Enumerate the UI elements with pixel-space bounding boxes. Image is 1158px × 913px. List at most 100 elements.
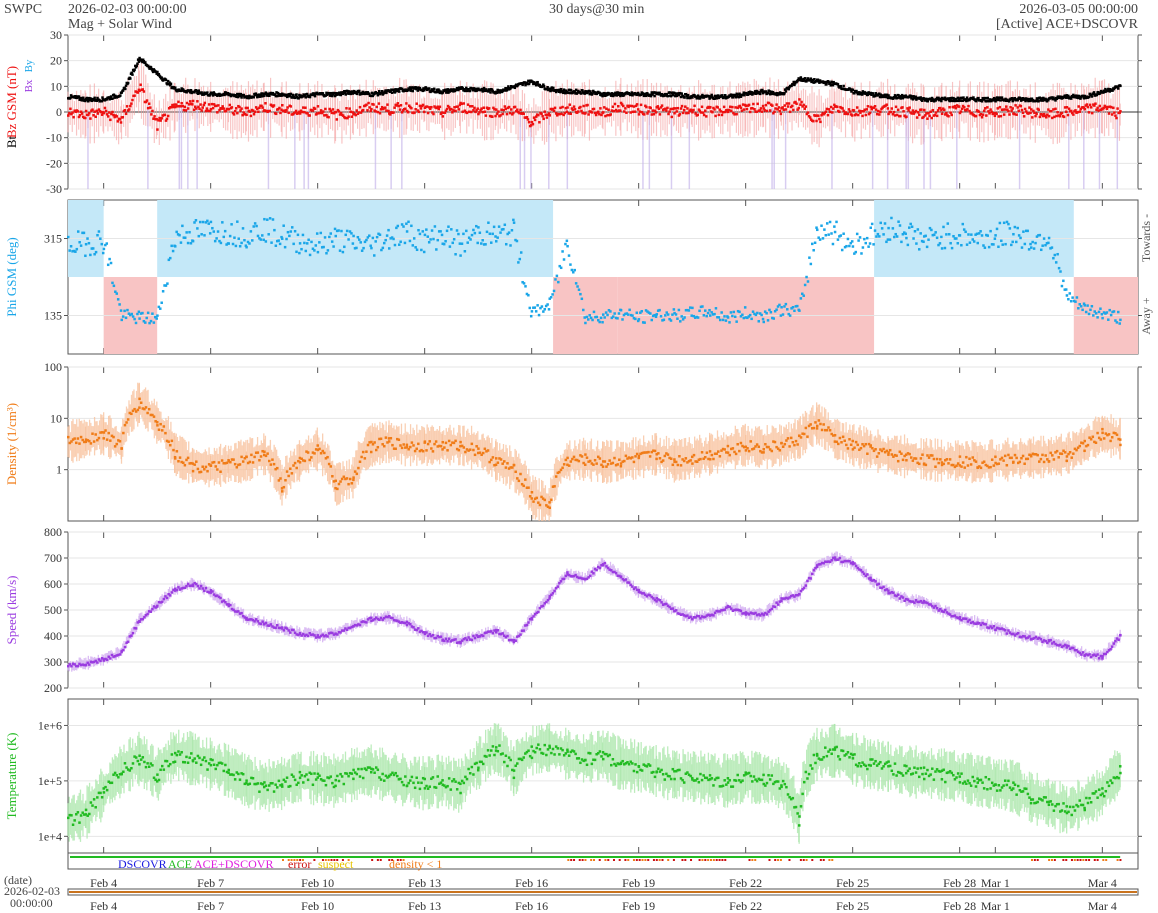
phi-point (716, 315, 719, 319)
bz-point (905, 115, 908, 118)
phi-point (244, 244, 248, 247)
bt-point (557, 90, 561, 93)
phi-point (72, 249, 76, 253)
bz-point (1098, 104, 1101, 108)
bz-point (220, 107, 223, 110)
bt-point (998, 96, 1002, 99)
phi-point (216, 230, 220, 233)
bt-point (972, 96, 975, 99)
bz-point (920, 108, 923, 111)
bz-point (337, 110, 341, 113)
density-point (178, 456, 182, 459)
bt-point (193, 91, 196, 94)
phi-point (895, 235, 899, 238)
bz-point (857, 113, 860, 117)
bz-point (444, 109, 448, 112)
phi-point (594, 315, 597, 319)
bt-point (630, 91, 634, 94)
bz-point (604, 114, 607, 118)
bz-point (526, 118, 530, 121)
phi-point (604, 311, 608, 314)
density-point (217, 461, 221, 464)
bz-point (1043, 114, 1047, 118)
bt-point (124, 84, 128, 87)
bt-point (113, 96, 116, 99)
bt-point (1037, 100, 1040, 103)
bt-point (753, 90, 757, 93)
bt-point (686, 96, 689, 100)
bz-point (238, 105, 241, 109)
bz-point (1009, 106, 1012, 109)
bt-point (910, 95, 914, 98)
bz-point (192, 108, 196, 112)
bz-point (511, 113, 514, 116)
phi-point (178, 233, 181, 237)
bt-point (112, 93, 116, 96)
bt-point (1047, 98, 1050, 102)
bt-point (390, 88, 393, 91)
bt-point (237, 94, 240, 97)
bt-point (617, 93, 621, 96)
bz-point (432, 112, 435, 116)
bt-point (289, 92, 293, 96)
bt-point (344, 93, 347, 96)
phi-point (484, 243, 487, 246)
bt-point (673, 91, 676, 95)
bt-point (679, 92, 682, 95)
bt-point (435, 88, 439, 92)
bz-point (981, 113, 985, 116)
phi-point (68, 249, 71, 252)
bz-point (151, 109, 154, 113)
phi-point (218, 239, 221, 243)
phi-point (67, 235, 70, 239)
bt-point (545, 88, 549, 91)
density-point (271, 458, 274, 461)
density-point (251, 461, 255, 464)
bz-point (425, 105, 429, 108)
bt-point (504, 86, 507, 90)
bz-point (209, 107, 213, 111)
phi-point (164, 284, 168, 287)
bt-point (313, 94, 317, 98)
phi-point (1017, 234, 1021, 237)
bz-point (988, 112, 991, 115)
phi-point (751, 310, 755, 313)
bz-point (1071, 111, 1074, 115)
bt-point (947, 97, 950, 100)
phi-point (905, 236, 908, 240)
bt-point (962, 96, 965, 99)
bt-point (256, 95, 260, 98)
phi-point (955, 237, 958, 240)
bz-point (1007, 109, 1010, 113)
phi-point (713, 312, 716, 316)
bz-point (833, 103, 836, 107)
density-point (285, 470, 289, 473)
density-point (292, 464, 295, 467)
phi-point (997, 245, 1000, 249)
bz-point (254, 106, 258, 109)
phi-point (395, 226, 398, 230)
bt-point (169, 82, 173, 86)
bt-point (541, 84, 544, 88)
phi-point (263, 217, 266, 221)
phi-point (171, 249, 175, 253)
phi-point (756, 311, 759, 315)
bt-point (915, 98, 918, 101)
bt-point (281, 92, 284, 96)
bz-point (359, 111, 363, 114)
phi-point (378, 233, 382, 236)
phi-point (497, 225, 501, 228)
phi-point (945, 233, 948, 236)
bt-point (265, 94, 268, 97)
bt-point (87, 96, 91, 100)
bz-point (654, 111, 658, 114)
bz-point (700, 105, 704, 109)
bt-point (523, 81, 527, 84)
bt-point (631, 94, 634, 97)
phi-point (629, 313, 633, 317)
bz-point (987, 110, 990, 113)
bz-point (607, 108, 610, 111)
density-point (112, 435, 115, 439)
bz-point (196, 100, 199, 103)
